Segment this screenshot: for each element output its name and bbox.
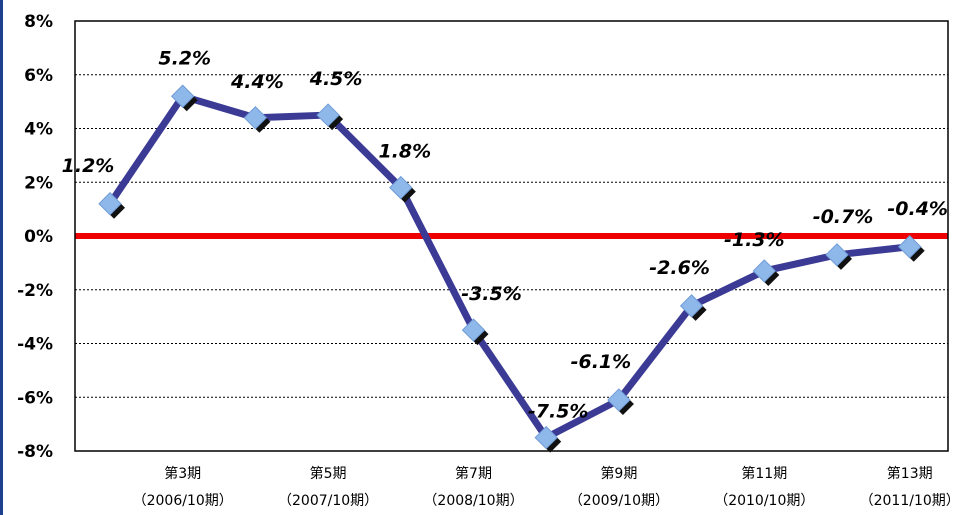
data-point [607,388,634,415]
x-tick-label: 第13期 （2011/10期） [860,465,960,509]
data-label: -7.5% [528,401,589,423]
y-tick-label: 8% [24,12,53,32]
y-tick-label: -8% [17,442,53,462]
x-tick-label: 第9期 （2009/10期） [569,465,669,509]
data-labels: 1.2% 5.2% 4.4% 4.5% 1.8% -3.5% -7.5% -6.1% -2.6%… [62,47,948,422]
data-label: 4.5% [309,68,363,90]
data-point [752,259,780,286]
marker-diamond [389,175,413,200]
marker-diamond [897,235,922,259]
y-tick-label: 2% [24,173,53,193]
data-label: -6.1% [571,351,632,373]
data-point [389,175,416,203]
data-label: -2.6% [649,257,710,279]
x-tick-fiscal-year: （2006/10期） [133,493,233,509]
x-tick-period: 第7期 [455,465,492,482]
marker-diamond [98,192,122,216]
data-point [98,192,125,219]
y-tick-label: -4% [17,335,53,355]
marker-diamond [534,425,558,450]
data-point [316,103,344,131]
marker-diamond [825,243,849,267]
x-tick-period: 第5期 [310,465,347,482]
data-point [243,106,271,133]
marker-diamond [679,294,704,318]
data-point [534,425,562,453]
data-point [825,243,852,270]
data-point [170,84,198,112]
data-label: -1.3% [724,229,785,251]
x-tick-period: 第9期 [600,465,637,482]
data-label: 5.2% [158,47,211,69]
y-axis-tick-labels: 8% 6% 4% 2% 0% -2% -4% -6% -8% [17,12,53,462]
x-tick-label: 第7期 （2008/10期） [423,465,523,509]
x-tick-label: 第3期 （2006/10期） [133,465,233,509]
x-tick-fiscal-year: （2009/10期） [569,493,669,509]
y-tick-label: -6% [17,388,53,408]
data-label: 1.8% [378,141,431,163]
data-label: 4.4% [230,71,284,93]
x-tick-period: 第13期 [887,465,933,482]
plot-area-frame [74,20,949,452]
x-tick-label: 第11期 （2010/10期） [714,465,814,509]
x-tick-period: 第3期 [164,465,201,482]
marker-diamond [461,318,486,342]
y-tick-label: -2% [17,281,53,301]
data-point [679,294,707,321]
data-point [897,235,925,262]
data-point-markers [98,84,925,453]
x-axis-tick-labels: 第3期（2006/10期）第5期（2007/10期）第7期（2008/10期）第… [133,465,960,509]
x-tick-fiscal-year: （2008/10期） [423,493,523,509]
series-line [107,92,911,442]
data-label: -3.5% [461,283,522,305]
data-point [461,318,489,346]
x-tick-fiscal-year: （2007/10期） [278,493,378,509]
data-label: 1.2% [62,155,115,177]
y-tick-label: 4% [24,120,53,140]
marker-diamond [243,106,268,130]
marker-diamond [170,84,195,108]
marker-diamond [607,388,631,412]
x-tick-label: 第5期 （2007/10期） [278,465,378,509]
marker-diamond [316,103,340,127]
x-tick-period: 第11期 [741,465,787,482]
x-tick-fiscal-year: （2010/10期） [714,493,814,509]
y-tick-label: 0% [24,227,53,247]
data-label: -0.7% [813,206,874,228]
x-tick-fiscal-year: （2011/10期） [860,493,960,509]
data-label: -0.4% [887,198,948,220]
left-frame-edge [0,0,3,515]
marker-diamond [752,259,777,283]
y-tick-label: 6% [24,66,53,86]
